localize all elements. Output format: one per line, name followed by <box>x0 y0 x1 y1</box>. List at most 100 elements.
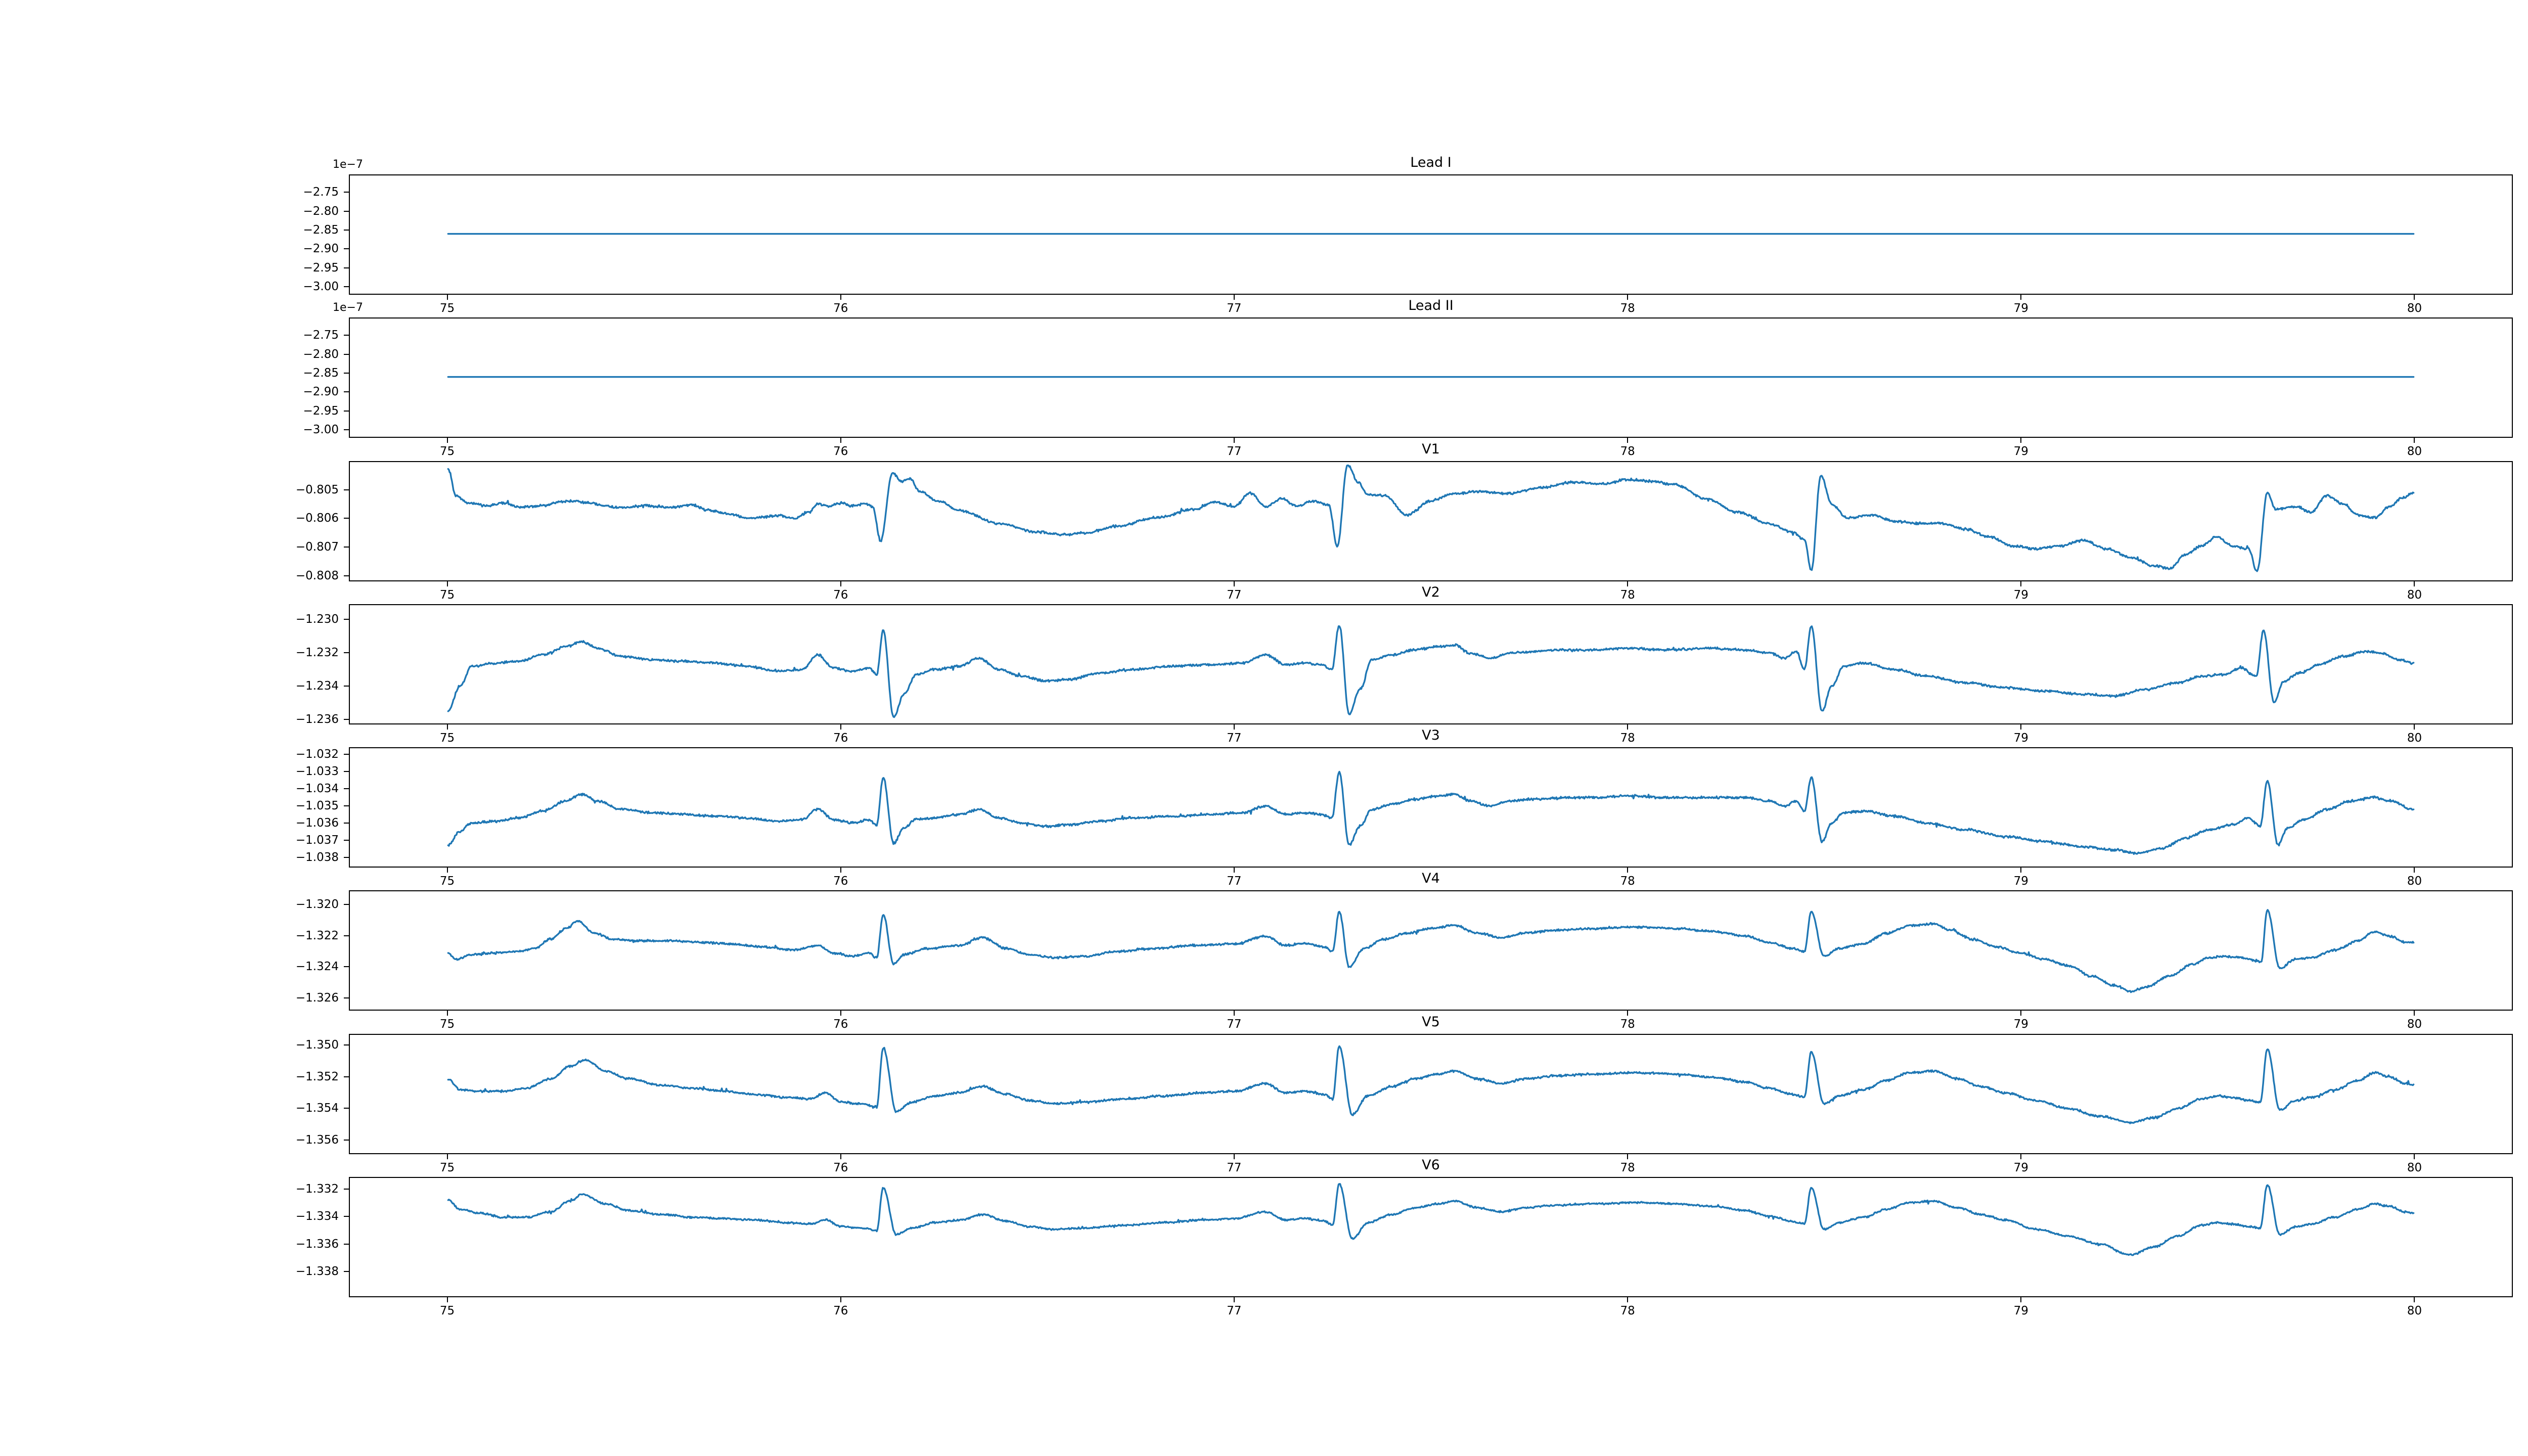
y-tick-label: −1.338 <box>295 1264 339 1278</box>
x-tick-label: 79 <box>2013 732 2028 745</box>
x-tick-label: 78 <box>1620 302 1635 315</box>
y-tick-mark <box>344 770 349 772</box>
y-tick-label: −3.00 <box>303 423 339 437</box>
x-tick-label: 77 <box>1227 1161 1242 1174</box>
waveform-plot <box>447 770 2415 855</box>
x-tick-mark <box>840 1297 841 1302</box>
x-tick-mark <box>840 1154 841 1159</box>
x-tick-label: 80 <box>2407 445 2422 458</box>
x-tick-label: 78 <box>1620 1018 1635 1031</box>
y-tick-label: −1.036 <box>295 816 339 830</box>
x-tick-mark <box>1627 295 1629 300</box>
y-tick-mark <box>344 1243 349 1245</box>
x-tick-label: 80 <box>2407 875 2422 888</box>
x-tick-mark <box>2020 295 2022 300</box>
x-tick-mark <box>446 1011 448 1016</box>
subplot-v4 <box>349 890 2513 1011</box>
y-tick-mark <box>344 1076 349 1077</box>
x-tick-label: 76 <box>833 1304 848 1317</box>
y-tick-mark <box>344 547 349 548</box>
y-tick-label: −1.326 <box>295 991 339 1005</box>
y-tick-mark <box>344 1044 349 1045</box>
y-tick-mark <box>344 1139 349 1141</box>
x-tick-label: 78 <box>1620 732 1635 745</box>
x-tick-label: 77 <box>1227 875 1242 888</box>
x-tick-mark <box>1233 295 1235 300</box>
y-tick-mark <box>344 192 349 193</box>
x-tick-mark <box>446 724 448 730</box>
x-tick-label: 80 <box>2407 1304 2422 1317</box>
x-tick-label: 78 <box>1620 588 1635 602</box>
y-tick-mark <box>344 997 349 999</box>
waveform-plot <box>447 464 2415 572</box>
x-tick-label: 80 <box>2407 302 2422 315</box>
subplot-lead-i <box>349 174 2513 295</box>
x-tick-mark <box>1627 868 1629 873</box>
y-tick-mark <box>344 805 349 806</box>
x-tick-label: 76 <box>833 732 848 745</box>
y-tick-mark <box>344 489 349 490</box>
y-tick-mark <box>344 518 349 519</box>
subplot-v2 <box>349 604 2513 724</box>
y-tick-mark <box>344 575 349 576</box>
x-tick-mark <box>840 581 841 586</box>
y-tick-label: −1.324 <box>295 960 339 974</box>
x-tick-label: 77 <box>1227 588 1242 602</box>
x-tick-mark <box>1627 724 1629 730</box>
x-tick-label: 79 <box>2013 1161 2028 1174</box>
x-tick-label: 76 <box>833 302 848 315</box>
x-tick-mark <box>2020 868 2022 873</box>
x-tick-mark <box>1233 1011 1235 1016</box>
y-tick-label: −2.90 <box>303 385 339 399</box>
y-tick-mark <box>344 652 349 653</box>
x-tick-mark <box>2414 438 2415 443</box>
x-tick-mark <box>840 1011 841 1016</box>
subplot-v3 <box>349 747 2513 868</box>
y-tick-mark <box>344 1216 349 1217</box>
x-tick-label: 77 <box>1227 1018 1242 1031</box>
y-tick-mark <box>344 230 349 231</box>
x-tick-label: 80 <box>2407 1018 2422 1031</box>
y-axis-offset-label: 1e−7 <box>333 158 363 171</box>
x-tick-mark <box>1233 438 1235 443</box>
x-tick-mark <box>840 724 841 730</box>
x-tick-label: 77 <box>1227 1304 1242 1317</box>
subplot-v5 <box>349 1034 2513 1154</box>
y-tick-mark <box>344 839 349 841</box>
x-tick-label: 78 <box>1620 445 1635 458</box>
ecg-waveform-v1 <box>447 464 2415 572</box>
x-tick-label: 77 <box>1227 302 1242 315</box>
y-tick-label: −0.807 <box>295 540 339 554</box>
x-tick-mark <box>2020 581 2022 586</box>
y-tick-label: −2.85 <box>303 223 339 237</box>
x-tick-mark <box>1233 581 1235 586</box>
subplot-title: V6 <box>1422 1157 1440 1173</box>
x-tick-label: 80 <box>2407 588 2422 602</box>
x-tick-mark <box>2020 1011 2022 1016</box>
y-tick-mark <box>344 856 349 858</box>
ecg-waveform-v2 <box>447 625 2415 718</box>
y-tick-label: −2.85 <box>303 367 339 380</box>
waveform-plot <box>447 909 2415 993</box>
y-tick-mark <box>344 335 349 336</box>
x-tick-label: 75 <box>439 445 455 458</box>
x-tick-mark <box>2414 1297 2415 1302</box>
x-tick-mark <box>2414 1011 2415 1016</box>
x-tick-label: 76 <box>833 445 848 458</box>
waveform-plot <box>447 233 2415 235</box>
y-tick-label: −1.320 <box>295 897 339 911</box>
y-tick-label: −1.350 <box>295 1038 339 1052</box>
y-tick-mark <box>344 1189 349 1190</box>
y-tick-label: −3.00 <box>303 280 339 294</box>
y-axis-offset-label: 1e−7 <box>333 301 363 314</box>
y-tick-label: −1.236 <box>295 713 339 726</box>
y-tick-mark <box>344 903 349 905</box>
x-tick-label: 80 <box>2407 732 2422 745</box>
y-tick-label: −1.035 <box>295 799 339 812</box>
y-tick-mark <box>344 618 349 620</box>
y-tick-label: −2.90 <box>303 242 339 256</box>
y-tick-label: −1.034 <box>295 782 339 795</box>
y-tick-label: −0.806 <box>295 512 339 525</box>
y-tick-label: −2.80 <box>303 347 339 361</box>
ecg-waveform-v5 <box>447 1045 2415 1124</box>
